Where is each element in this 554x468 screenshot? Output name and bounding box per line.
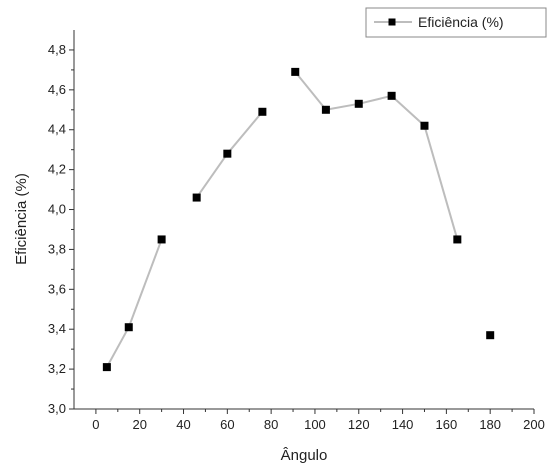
series-segment <box>226 111 264 155</box>
y-tick-label: 3,4 <box>48 321 66 336</box>
legend-marker <box>388 18 396 26</box>
data-point <box>354 99 363 108</box>
x-tick-label: 100 <box>304 417 326 432</box>
series-segment <box>423 125 459 240</box>
data-point <box>102 363 111 372</box>
series-segment <box>127 239 163 328</box>
legend: Eficiência (%) <box>365 7 547 38</box>
x-tick-label: 60 <box>220 417 234 432</box>
series-lines <box>105 71 459 368</box>
y-tick-label: 3,8 <box>48 241 66 256</box>
x-tick-label: 140 <box>392 417 414 432</box>
y-tick-label: 4,8 <box>48 42 66 57</box>
x-tick-label: 180 <box>479 417 501 432</box>
x-tick-label: 200 <box>523 417 545 432</box>
y-tick-label: 4,4 <box>48 122 66 137</box>
series-points <box>102 67 495 372</box>
series-segment <box>325 102 359 111</box>
series-segment <box>105 326 130 368</box>
axes: 0 20 40 60 80 100 120 140 160 180 200 3,0 3,2 3,4 3,6… <box>48 30 545 432</box>
legend-box <box>365 7 547 38</box>
y-axis-title: Eficiência (%) <box>13 173 30 265</box>
data-point <box>321 105 330 114</box>
data-point <box>192 193 201 202</box>
y-tick-label: 3,0 <box>48 401 66 416</box>
y-tick-label: 4,6 <box>48 82 66 97</box>
data-point <box>387 91 396 100</box>
x-tick-label: 80 <box>264 417 278 432</box>
x-tick-label: 20 <box>132 417 146 432</box>
y-tick-label: 4,0 <box>48 202 66 217</box>
y-tick-label: 4,2 <box>48 162 66 177</box>
x-tick-label: 40 <box>176 417 190 432</box>
y-axis-ticks: 3,0 3,2 3,4 3,6 3,8 4,0 4,2 4,4 4,6 4,8 <box>48 42 74 416</box>
data-point <box>157 235 166 244</box>
x-tick-label: 0 <box>92 417 99 432</box>
series-segment <box>390 95 426 127</box>
legend-label: Eficiência (%) <box>418 14 504 30</box>
x-tick-label: 120 <box>348 417 370 432</box>
x-axis-title: Ângulo <box>281 447 328 464</box>
data-point <box>291 67 300 76</box>
series-segment <box>294 71 327 111</box>
series-segment <box>358 94 392 105</box>
data-point <box>486 331 495 340</box>
x-axis-ticks: 0 20 40 60 80 100 120 140 160 180 200 <box>92 409 545 432</box>
series-segment <box>195 153 229 199</box>
data-point <box>124 323 133 332</box>
data-point <box>258 107 267 116</box>
data-point <box>420 121 429 130</box>
data-point <box>223 149 232 158</box>
y-tick-label: 3,2 <box>48 361 66 376</box>
x-tick-label: 160 <box>436 417 458 432</box>
y-tick-label: 3,6 <box>48 281 66 296</box>
data-point <box>453 235 462 244</box>
